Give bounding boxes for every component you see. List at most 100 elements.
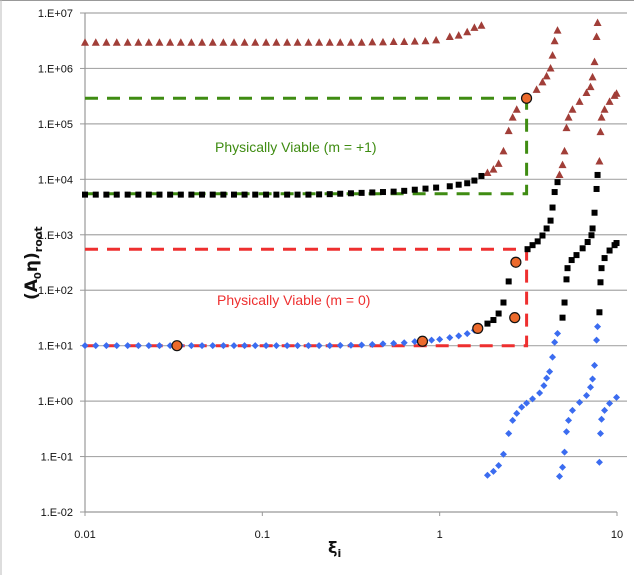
- square-point: [156, 191, 163, 198]
- x-tick-label: 1: [437, 529, 443, 541]
- diamond-point: [379, 340, 387, 348]
- triangle-point: [605, 97, 614, 105]
- triangle-point: [612, 89, 621, 97]
- triangle-point: [588, 72, 597, 81]
- square-point: [529, 242, 536, 249]
- square-point: [568, 257, 575, 264]
- square-point: [220, 191, 227, 198]
- triangle-point: [483, 168, 492, 177]
- triangle-point: [432, 35, 441, 44]
- square-point: [551, 189, 558, 196]
- diamond-point: [540, 382, 548, 390]
- square-point: [92, 191, 99, 198]
- diamond-point: [598, 415, 606, 423]
- square-point: [601, 255, 608, 262]
- triangle-point: [454, 31, 463, 39]
- triangle-point: [445, 32, 454, 40]
- diamond-point: [551, 338, 559, 346]
- triangle-point: [553, 26, 562, 34]
- diamond-point: [400, 339, 408, 347]
- triangle-point: [91, 38, 100, 46]
- square-point: [591, 209, 598, 216]
- square-point: [230, 191, 237, 198]
- triangle-point: [293, 38, 302, 46]
- square-point: [559, 314, 566, 321]
- diamond-point: [102, 342, 110, 350]
- diamond-point: [390, 339, 398, 347]
- y-tick-label: 1.E+04: [38, 174, 73, 186]
- triangle-point: [508, 113, 517, 121]
- y-axis-label-sub: root: [32, 226, 45, 252]
- diamond-point: [81, 342, 89, 350]
- diamond-point: [549, 353, 557, 361]
- square-point: [103, 191, 110, 198]
- y-tick-label: 1.E+01: [38, 341, 73, 353]
- diamond-point: [518, 403, 526, 411]
- square-point: [564, 265, 571, 272]
- x-tick-label: 0.1: [255, 529, 270, 541]
- y-axis-label-open: (A: [22, 278, 42, 300]
- diamond-point: [155, 342, 163, 350]
- triangle-point: [315, 38, 324, 46]
- diamond-point: [294, 342, 302, 350]
- y-tick-label: 1.E-02: [41, 507, 73, 519]
- diamond-point: [411, 338, 419, 346]
- diamond-point: [219, 342, 227, 350]
- diamond-point: [483, 471, 491, 479]
- triangle-point: [400, 37, 409, 45]
- square-point: [209, 191, 216, 198]
- diamond-point: [455, 332, 463, 340]
- square-point: [490, 317, 497, 324]
- square-point: [484, 320, 491, 327]
- diamond-point: [198, 342, 206, 350]
- square-point: [167, 191, 174, 198]
- triangle-point: [155, 38, 164, 46]
- square-point: [135, 191, 142, 198]
- diamond-point: [347, 341, 355, 349]
- triangle-point: [368, 37, 377, 46]
- square-point: [390, 188, 397, 195]
- triangle-point: [470, 23, 479, 31]
- diamond-point: [463, 330, 471, 338]
- triangle-point: [123, 38, 132, 46]
- square-point: [326, 191, 333, 198]
- square-point: [294, 191, 301, 198]
- y-axis-label: (A0η)root: [22, 226, 45, 300]
- diamond-point: [509, 416, 517, 424]
- square-point: [401, 187, 408, 194]
- triangle-point: [463, 27, 472, 36]
- triangle-point: [144, 38, 153, 46]
- diamond-point: [304, 342, 312, 350]
- triangle-point: [219, 38, 228, 46]
- triangle-point: [346, 38, 355, 46]
- y-tick-label: 1.E+03: [38, 230, 73, 242]
- triangle-point: [229, 38, 238, 46]
- square-point: [124, 191, 131, 198]
- square-point: [464, 180, 471, 187]
- triangle-point: [176, 38, 185, 46]
- diamond-point: [523, 399, 531, 407]
- circle-point: [472, 322, 484, 334]
- annotation-m-plus-1: Physically Viable (m = +1): [215, 139, 377, 155]
- square-point: [534, 238, 541, 245]
- triangle-point: [504, 126, 513, 135]
- square-point: [584, 239, 591, 246]
- square-point: [543, 225, 550, 232]
- diamond-point: [576, 398, 584, 406]
- triangle-point: [564, 113, 573, 121]
- square-point: [594, 171, 601, 178]
- x-axis-label: ξi: [328, 538, 341, 560]
- square-point: [579, 245, 586, 252]
- square-point: [252, 191, 259, 198]
- diamond-point: [262, 342, 270, 350]
- circle-point: [510, 256, 522, 268]
- triangle-point: [548, 51, 557, 59]
- square-point: [471, 177, 478, 184]
- square-point: [495, 310, 502, 317]
- diamond-point: [283, 342, 291, 350]
- square-point: [82, 191, 88, 198]
- triangle-point: [283, 38, 292, 46]
- square-point: [263, 191, 270, 198]
- triangle-point: [575, 97, 584, 105]
- diamond-point: [113, 342, 121, 350]
